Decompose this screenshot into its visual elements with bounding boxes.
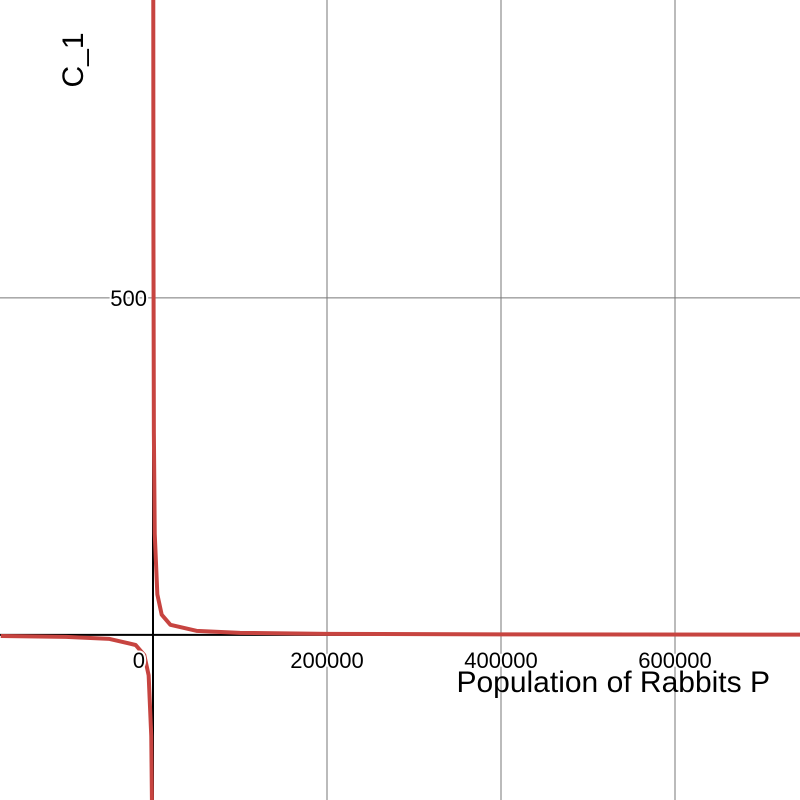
x-tick-label: 600000 (638, 648, 711, 673)
x-tick-label: 200000 (290, 648, 363, 673)
x-tick-label: 400000 (464, 648, 537, 673)
y-axis-title: C_1 (57, 32, 90, 87)
x-tick-label: 0 (133, 648, 145, 673)
labels: 0 200000 400000 600000 500 (108, 284, 713, 675)
y-tick-label: 500 (110, 286, 147, 311)
x-axis-title: Population of Rabbits P (456, 666, 770, 699)
